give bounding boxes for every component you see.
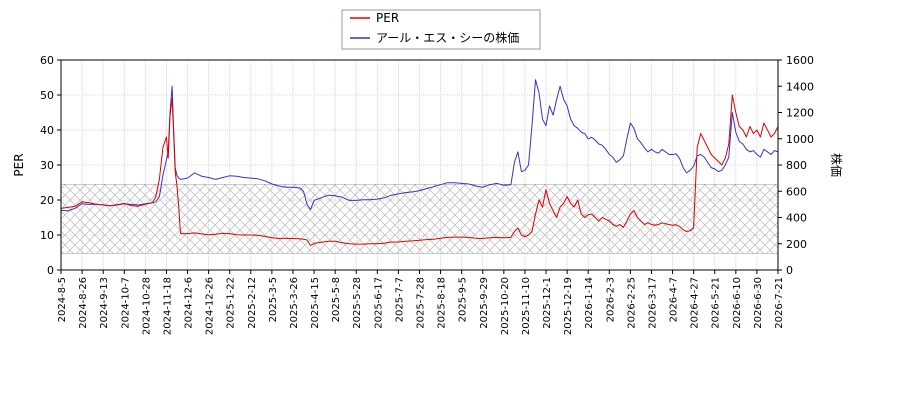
- right-tick-label: 1000: [786, 133, 814, 146]
- x-tick-label: 2025-1-22: [226, 277, 237, 329]
- legend: PER アール・エス・シーの株価: [341, 9, 541, 50]
- x-tick-label: 2024-8-5: [57, 277, 68, 322]
- x-tick-label: 2025-8-18: [437, 277, 448, 329]
- x-tick-label: 2025-12-19: [563, 277, 574, 335]
- x-tick-label: 2025-10-20: [500, 277, 511, 335]
- x-tick-label: 2025-5-8: [331, 277, 342, 322]
- x-tick-label: 2025-5-28: [352, 277, 363, 329]
- x-tick-label: 2025-7-28: [416, 277, 427, 329]
- x-tick-label: 2024-10-28: [141, 277, 152, 335]
- left-tick-label: 40: [40, 124, 54, 137]
- right-axis-label: 株価: [829, 153, 844, 177]
- x-tick-label: 2026-5-21: [711, 277, 722, 329]
- right-tick-label: 800: [786, 159, 807, 172]
- x-tick-label: 2026-2-3: [605, 277, 616, 322]
- right-tick-label: 200: [786, 238, 807, 251]
- x-tick-label: 2025-4-15: [310, 277, 321, 329]
- x-tick-label: 2024-11-18: [162, 277, 173, 335]
- x-tick-label: 2024-9-13: [99, 277, 110, 329]
- left-axis: 0 10 20 30 40 50 60: [40, 54, 61, 277]
- x-tick-label: 2025-11-10: [521, 277, 532, 335]
- x-tick-label: 2025-2-12: [247, 277, 258, 329]
- x-tick-label: 2025-9-29: [479, 277, 490, 329]
- left-tick-label: 60: [40, 54, 54, 67]
- x-tick-label: 2026-1-14: [584, 277, 595, 329]
- right-tick-label: 1600: [786, 54, 814, 67]
- x-tick-label: 2025-3-26: [289, 277, 300, 329]
- x-tick-label: 2025-6-17: [373, 277, 384, 329]
- x-tick-label: 2024-8-26: [78, 277, 89, 329]
- left-tick-label: 30: [40, 159, 54, 172]
- x-tick-label: 2025-9-5: [458, 277, 469, 322]
- left-tick-label: 0: [47, 264, 54, 277]
- x-tick-label: 2026-3-17: [647, 277, 658, 329]
- x-tick-label: 2026-4-7: [669, 277, 680, 322]
- x-tick-label: 2026-6-10: [732, 277, 743, 329]
- x-tick-label: 2026-6-30: [753, 277, 764, 329]
- right-tick-label: 600: [786, 185, 807, 198]
- x-tick-label: 2025-3-5: [268, 277, 279, 322]
- x-tick-label: 2025-12-1: [542, 277, 553, 329]
- x-tick-label: 2026-2-25: [626, 277, 637, 329]
- right-axis: 0 200 400 600 800 1000 1200 1400 1600: [778, 54, 814, 277]
- right-tick-label: 0: [786, 264, 793, 277]
- legend-label-per: PER: [376, 11, 399, 25]
- left-axis-label: PER: [12, 153, 26, 176]
- x-tick-label: 2025-7-7: [394, 277, 405, 322]
- left-tick-label: 20: [40, 194, 54, 207]
- legend-label-price: アール・エス・シーの株価: [376, 30, 519, 45]
- x-axis: 2024-8-5 2024-8-26 2024-9-13 2024-10-7 2024-…: [57, 270, 785, 335]
- x-tick-label: 2026-7-21: [774, 277, 785, 329]
- right-tick-label: 1200: [786, 107, 814, 120]
- hatched-band: [60, 184, 779, 254]
- left-tick-label: 10: [40, 229, 54, 242]
- right-tick-label: 1400: [786, 80, 814, 93]
- per-line: [60, 94, 779, 246]
- x-tick-label: 2024-12-26: [205, 277, 216, 335]
- price-line: [60, 79, 779, 212]
- x-tick-label: 2026-4-27: [690, 277, 701, 329]
- x-tick-label: 2024-10-7: [120, 277, 131, 329]
- x-tick-label: 2024-12-6: [184, 277, 195, 329]
- left-tick-label: 50: [40, 89, 54, 102]
- right-tick-label: 400: [786, 212, 807, 225]
- legend-box: [341, 9, 541, 50]
- series-layer: [60, 79, 779, 246]
